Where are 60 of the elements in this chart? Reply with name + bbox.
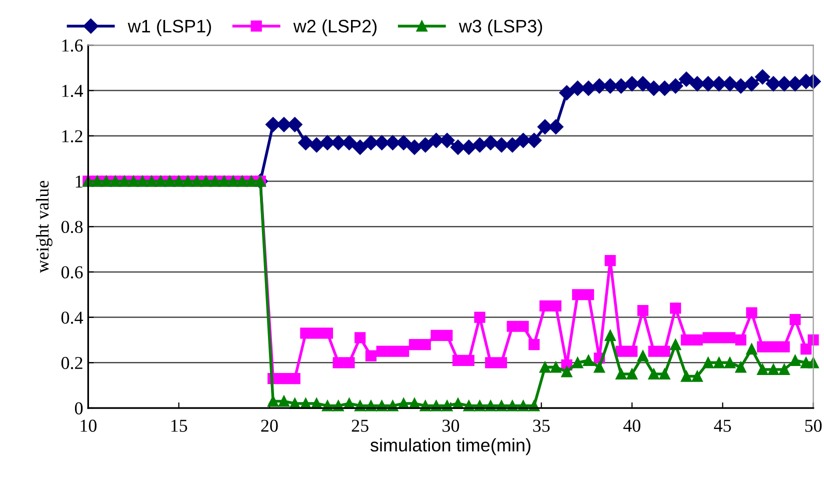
point — [754, 69, 770, 84]
y-tick-label: 1.2 — [62, 130, 82, 142]
point — [646, 80, 662, 96]
y-tick-label: 0 — [74, 402, 83, 414]
point — [406, 140, 422, 155]
y-tick-label: 1.4 — [62, 84, 84, 98]
point — [374, 135, 390, 150]
point — [428, 132, 444, 148]
point — [342, 135, 357, 150]
x-tick-label: 10 — [80, 420, 97, 432]
y-tick-label: 1.6 — [62, 39, 83, 52]
point — [309, 137, 324, 153]
point — [330, 135, 346, 150]
point — [722, 76, 738, 92]
x-tick-label: 15 — [171, 420, 188, 432]
point — [635, 76, 650, 92]
y-tick-label: 1 — [76, 176, 82, 188]
legend-label: w3 (LSP3) — [458, 19, 542, 36]
point — [526, 132, 542, 148]
x-tick-label: 50 — [805, 420, 822, 432]
x-tick-label: 20 — [261, 420, 278, 432]
point — [548, 119, 564, 134]
point — [788, 76, 803, 92]
x-axis-title: simulation time(min) — [370, 438, 530, 456]
point — [472, 137, 488, 153]
point — [700, 76, 716, 92]
x-tick-label: 30 — [442, 420, 460, 432]
x-tick-label: 40 — [623, 420, 640, 432]
x-tick-label: 35 — [533, 420, 550, 432]
y-tick-label: 0.6 — [61, 266, 83, 278]
point — [678, 72, 694, 87]
point — [352, 140, 368, 155]
point — [766, 76, 781, 92]
point — [298, 135, 314, 150]
y-tick-label: 0.2 — [61, 356, 82, 370]
y-tick-label: 0.8 — [61, 220, 83, 234]
point — [461, 140, 476, 155]
point — [504, 137, 520, 153]
legend-label: w1 (LSP1) — [128, 19, 211, 36]
point — [602, 78, 618, 94]
point — [483, 135, 498, 150]
x-tick-label: 45 — [714, 420, 731, 432]
point — [559, 85, 574, 100]
point — [733, 78, 748, 94]
point — [744, 76, 760, 92]
point — [657, 80, 672, 96]
point — [287, 116, 302, 132]
point — [668, 78, 684, 94]
legend-label: w2 (LSP2) — [293, 19, 377, 36]
point — [614, 78, 629, 94]
y-axis-title: weight value — [36, 180, 52, 273]
point — [440, 132, 455, 148]
x-tick-label: 25 — [352, 420, 368, 432]
y-tick-label: 0.4 — [61, 312, 84, 324]
point — [418, 137, 433, 153]
point — [690, 76, 705, 92]
point — [385, 135, 400, 150]
point — [396, 135, 412, 150]
point — [516, 132, 531, 148]
point — [776, 76, 792, 92]
